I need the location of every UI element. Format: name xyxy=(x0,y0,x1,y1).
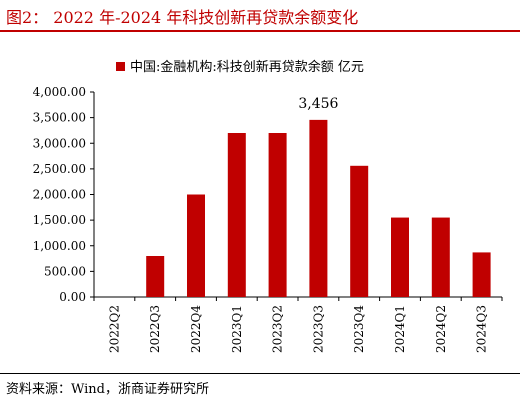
legend: 中国:金融机构:科技创新再贷款余额 亿元 xyxy=(116,59,364,75)
y-tick-label: 1,000.00 xyxy=(33,239,86,253)
x-tick-label: 2023Q3 xyxy=(311,305,325,353)
x-axis: 2022Q2 2022Q3 2022Q4 2023Q1 2023Q2 2023Q3 2023… xyxy=(93,296,503,353)
y-tick-label: 4,000.00 xyxy=(33,85,86,99)
footer-divider xyxy=(0,373,520,374)
x-tick-label: 2023Q1 xyxy=(230,305,244,353)
bar-2022Q4 xyxy=(187,194,205,297)
bar-2024Q3 xyxy=(472,252,491,297)
x-tick-label: 2024Q2 xyxy=(434,305,448,353)
title-divider xyxy=(0,30,520,32)
data-label-2023Q3: 3,456 xyxy=(298,96,338,112)
x-tick-label: 2022Q2 xyxy=(107,305,121,353)
legend-swatch xyxy=(116,62,125,71)
x-tick-label: 2022Q3 xyxy=(148,305,162,353)
x-tick-label: 2023Q2 xyxy=(271,305,285,353)
bar-2023Q3 xyxy=(309,119,328,297)
y-tick-label: 3,000.00 xyxy=(33,136,86,150)
x-tick-label: 2022Q4 xyxy=(189,305,203,353)
y-axis: 0.00 500.00 1,000.00 1,500.00 2,000.00 2,500.… xyxy=(33,85,95,304)
y-tick-label: 500.00 xyxy=(44,264,86,278)
bar-2023Q1 xyxy=(227,133,246,297)
bar-2024Q2 xyxy=(431,217,450,297)
legend-label: 中国:金融机构:科技创新再贷款余额 亿元 xyxy=(130,59,364,75)
bars xyxy=(146,119,491,297)
data-labels: 3,456 xyxy=(298,96,338,112)
source-note: 资料来源：Wind，浙商证券研究所 xyxy=(6,382,209,397)
chart-title: 图2： 2022 年-2024 年科技创新再贷款余额变化 xyxy=(6,8,359,27)
x-tick-label: 2023Q4 xyxy=(352,305,366,353)
x-tick-label: 2024Q1 xyxy=(393,305,407,353)
y-tick-label: 0.00 xyxy=(59,290,86,304)
bar-chart: 中国:金融机构:科技创新再贷款余额 亿元 0.00 500.00 1,000.00 1… xyxy=(33,59,503,353)
y-tick-label: 1,500.00 xyxy=(33,213,86,227)
y-tick-label: 3,500.00 xyxy=(33,111,86,125)
x-tick-label: 2024Q3 xyxy=(475,305,489,353)
bar-2023Q2 xyxy=(268,133,287,297)
y-tick-label: 2,000.00 xyxy=(33,188,86,202)
bar-2023Q4 xyxy=(350,165,369,297)
y-tick-label: 2,500.00 xyxy=(33,162,86,176)
bar-2022Q3 xyxy=(146,256,165,297)
bar-2024Q1 xyxy=(391,217,409,297)
